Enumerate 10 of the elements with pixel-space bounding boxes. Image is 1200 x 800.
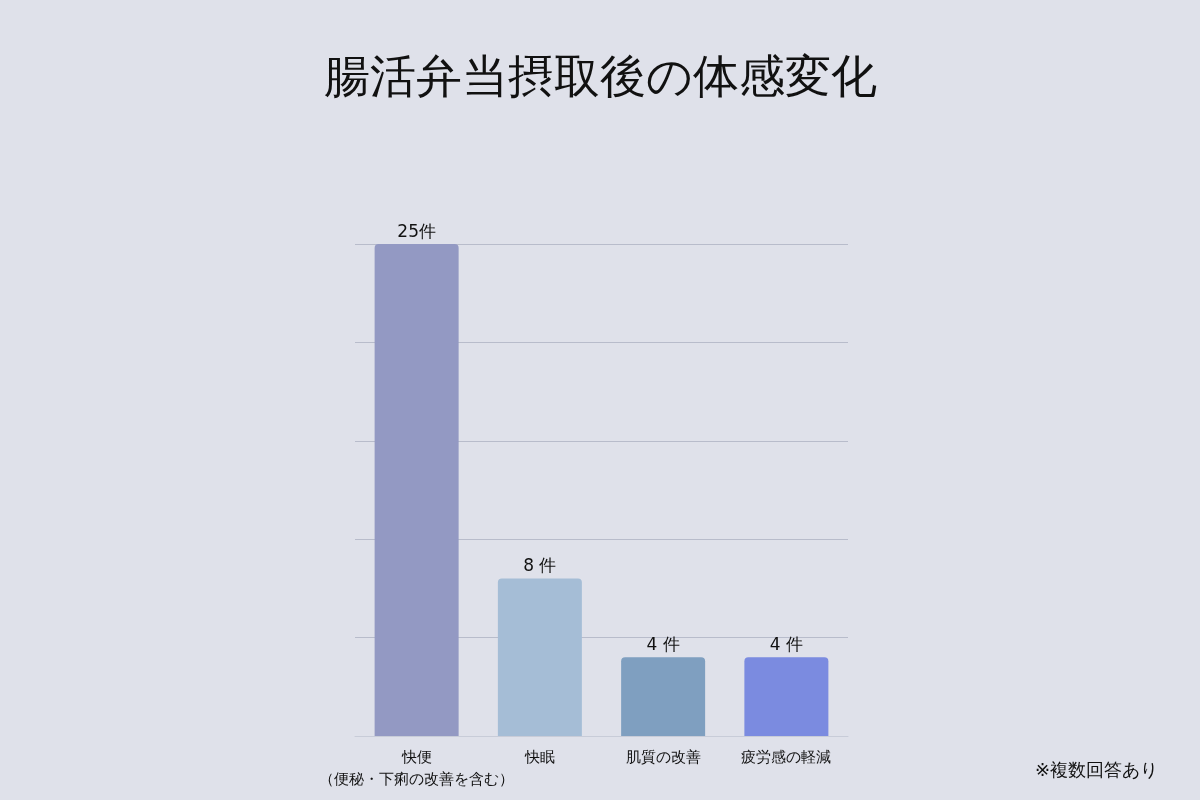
data-label: 25件 bbox=[397, 220, 436, 241]
x-tick-label: 快眠 bbox=[523, 748, 555, 766]
data-label: 8 件 bbox=[523, 555, 557, 576]
data-label: 4 件 bbox=[769, 633, 803, 654]
data-label: 4 件 bbox=[646, 633, 680, 654]
x-tick-label: 疲労感の軽減 bbox=[741, 748, 832, 766]
x-tick-label: 快便（便秘・下痢の改善を含む） bbox=[319, 748, 515, 788]
chart-title: 腸活弁当摂取後の体感変化 bbox=[323, 49, 877, 103]
x-tick-label: 肌質の改善 bbox=[625, 748, 701, 766]
text: ※複数回答あり bbox=[1034, 758, 1159, 780]
